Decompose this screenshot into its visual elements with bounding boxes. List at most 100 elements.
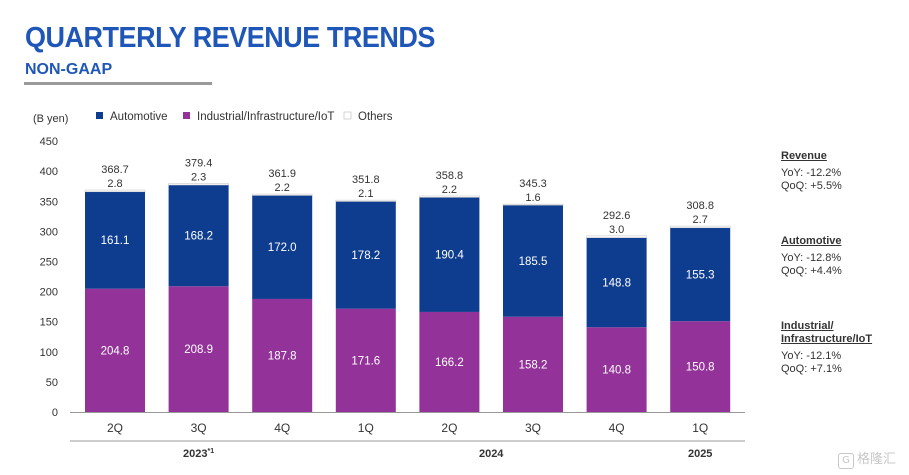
legend-label: Industrial/Infrastructure/IoT — [197, 111, 334, 123]
data-label-others: 3.0 — [609, 224, 624, 236]
bar-automotive — [503, 205, 563, 317]
data-label-automotive: 185.5 — [519, 256, 548, 268]
bar-industrial — [335, 308, 396, 412]
total-label: 351.8 — [352, 174, 380, 186]
bar-automotive — [168, 184, 229, 287]
watermark-logo-icon: G — [838, 453, 854, 469]
watermark: G 格隆汇 — [838, 448, 896, 469]
data-label-industrial: 171.6 — [351, 355, 380, 367]
y-tick-label: 450 — [40, 136, 58, 148]
side-block: Industrial/Infrastructure/IoT YoY: -12.1%… — [781, 320, 872, 376]
bar-industrial — [419, 311, 480, 412]
legend-label: Others — [358, 111, 393, 123]
bar-others — [586, 235, 647, 238]
side-block-stat: YoY: -12.1% — [781, 350, 842, 362]
y-tick-label: 250 — [40, 257, 58, 269]
bar-automotive — [586, 237, 647, 328]
data-label-others: 2.2 — [275, 182, 290, 194]
group-label: 2024 — [479, 448, 504, 460]
y-tick-label: 100 — [40, 347, 58, 359]
page-title: QUARTERLY REVENUE TRENDS — [25, 22, 435, 54]
side-block: Automotive YoY: -12.8% QoQ: +4.4% — [781, 235, 842, 278]
data-label-others: 1.6 — [525, 192, 540, 204]
bar-automotive — [419, 197, 480, 312]
total-label: 345.3 — [519, 178, 547, 190]
data-label-industrial: 208.9 — [184, 344, 213, 356]
x-tick-label: 2Q — [107, 421, 123, 435]
bar-automotive — [85, 191, 145, 289]
total-label: 358.8 — [436, 170, 464, 182]
side-block-heading: Automotive — [781, 235, 842, 247]
total-label: 379.4 — [185, 158, 213, 170]
x-tick-label: 4Q — [609, 421, 625, 435]
bar-industrial — [670, 321, 731, 412]
bar-others — [251, 193, 313, 196]
legend-label: Automotive — [110, 111, 168, 123]
watermark-text: 格隆汇 — [857, 452, 897, 467]
x-tick-label: 1Q — [358, 421, 374, 435]
side-block-stat: YoY: -12.8% — [781, 252, 842, 264]
bar-others — [669, 225, 731, 229]
bar-automotive — [252, 195, 313, 299]
y-tick-label: 300 — [40, 226, 58, 238]
page-subtitle: NON-GAAP — [25, 61, 113, 78]
x-tick-label: 3Q — [525, 421, 541, 435]
data-label-automotive: 168.2 — [184, 231, 213, 243]
bar-industrial — [252, 298, 313, 412]
total-label: 361.9 — [268, 168, 296, 180]
data-label-industrial: 150.8 — [686, 362, 715, 374]
side-block-stat: QoQ: +5.5% — [781, 180, 842, 192]
data-label-automotive: 161.1 — [101, 235, 130, 247]
y-tick-label: 200 — [40, 287, 58, 299]
bar-others — [335, 199, 397, 202]
total-label: 292.6 — [603, 210, 631, 222]
y-tick-label: 50 — [46, 377, 58, 389]
data-label-others: 2.8 — [107, 178, 122, 190]
group-label: 2023*1 — [183, 448, 214, 460]
side-block-heading: Revenue — [781, 150, 827, 162]
data-label-industrial: 187.8 — [268, 350, 297, 362]
total-label: 368.7 — [101, 164, 129, 176]
group-label: 2025 — [688, 448, 712, 460]
side-block-stat: QoQ: +7.1% — [781, 363, 842, 375]
side-block-heading: Industrial/Infrastructure/IoT — [781, 320, 873, 345]
bar-industrial — [168, 286, 229, 412]
data-label-others: 2.1 — [358, 188, 373, 200]
total-label: 308.8 — [686, 200, 714, 212]
x-tick-label: 1Q — [692, 421, 708, 435]
x-tick-label: 3Q — [191, 421, 207, 435]
data-label-others: 2.3 — [191, 172, 206, 184]
side-block: Revenue YoY: -12.2% QoQ: +5.5% — [781, 150, 842, 193]
data-label-automotive: 172.0 — [268, 242, 297, 254]
bar-others — [419, 195, 480, 198]
legend-swatch — [343, 111, 352, 120]
y-tick-label: 350 — [40, 196, 58, 208]
bar-others — [84, 189, 146, 193]
data-label-automotive: 178.2 — [351, 250, 380, 262]
legend-swatch — [183, 112, 190, 119]
y-unit-label: (B yen) — [33, 113, 68, 125]
bar-automotive — [335, 201, 396, 309]
data-label-others: 2.7 — [693, 214, 708, 226]
data-label-automotive: 190.4 — [435, 250, 464, 262]
bar-others — [502, 203, 564, 206]
bar-others — [168, 183, 229, 186]
bar-industrial — [586, 327, 647, 412]
data-label-automotive: 155.3 — [686, 269, 715, 281]
x-tick-label: 4Q — [274, 421, 290, 435]
data-label-industrial: 204.8 — [101, 345, 130, 357]
y-tick-label: 150 — [40, 317, 58, 329]
side-block-stat: QoQ: +4.4% — [781, 265, 842, 277]
bar-automotive — [670, 227, 731, 322]
bar-industrial — [85, 288, 145, 412]
bar-industrial — [503, 316, 563, 412]
legend-swatch — [96, 112, 103, 119]
data-label-industrial: 158.2 — [519, 359, 548, 371]
x-tick-label: 2Q — [441, 421, 457, 435]
data-label-industrial: 140.8 — [602, 365, 631, 377]
data-label-automotive: 148.8 — [602, 277, 631, 289]
side-block-stat: YoY: -12.2% — [781, 167, 842, 179]
data-label-others: 2.2 — [442, 184, 457, 196]
data-label-industrial: 166.2 — [435, 357, 464, 369]
